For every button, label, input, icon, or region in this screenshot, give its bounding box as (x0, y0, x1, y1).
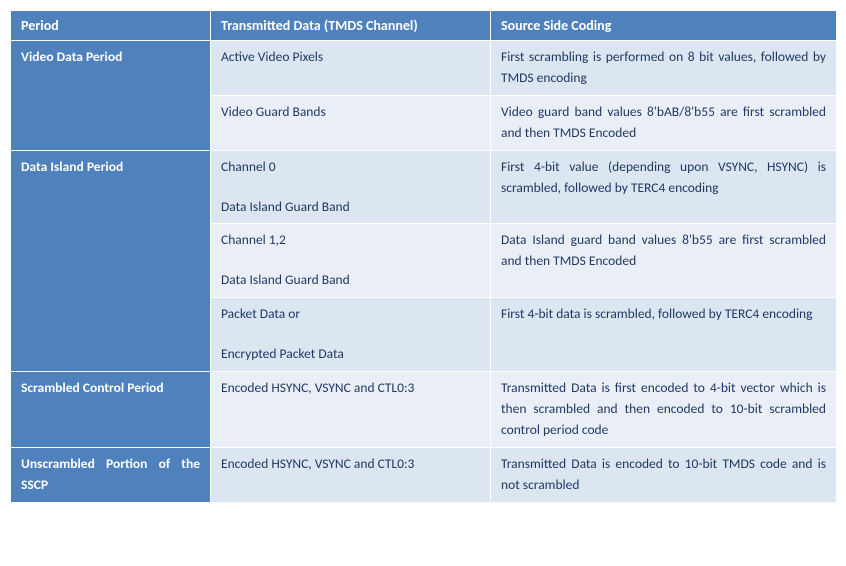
header-period: Period (11, 11, 211, 41)
cell-data: Channel 0 Data Island Guard Band (211, 150, 491, 224)
cell-data-line2: Data Island Guard Band (221, 197, 480, 218)
cell-coding: Video guard band values 8'bAB/8'b55 are … (491, 95, 837, 150)
header-row: Period Transmitted Data (TMDS Channel) S… (11, 11, 837, 41)
cell-coding: Transmitted Data is first encoded to 4-b… (491, 371, 837, 447)
table-row: Scrambled Control Period Encoded HSYNC, … (11, 371, 837, 447)
tmds-encoding-table: Period Transmitted Data (TMDS Channel) S… (10, 10, 837, 503)
cell-data-line2: Encrypted Packet Data (221, 344, 480, 365)
period-video: Video Data Period (11, 41, 211, 151)
header-data: Transmitted Data (TMDS Channel) (211, 11, 491, 41)
cell-data: Packet Data or Encrypted Packet Data (211, 298, 491, 372)
cell-data-line2: Data Island Guard Band (221, 270, 480, 291)
table-row: Video Data Period Active Video Pixels Fi… (11, 41, 837, 96)
table-row: Data Island Period Channel 0 Data Island… (11, 150, 837, 224)
cell-coding: Data Island guard band values 8'b55 are … (491, 224, 837, 298)
header-coding: Source Side Coding (491, 11, 837, 41)
cell-coding: First 4-bit value (depending upon VSYNC,… (491, 150, 837, 224)
cell-data: Channel 1,2 Data Island Guard Band (211, 224, 491, 298)
table-row: Unscrambled Portion of the SSCP Encoded … (11, 447, 837, 502)
cell-coding: First scrambling is performed on 8 bit v… (491, 41, 837, 96)
cell-data: Active Video Pixels (211, 41, 491, 96)
cell-data: Video Guard Bands (211, 95, 491, 150)
cell-coding: First 4-bit data is scrambled, followed … (491, 298, 837, 372)
cell-data-line1: Channel 0 (221, 158, 276, 175)
cell-data-line1: Channel 1,2 (221, 231, 286, 248)
period-sscp: Unscrambled Portion of the SSCP (11, 447, 211, 502)
period-island: Data Island Period (11, 150, 211, 371)
cell-data: Encoded HSYNC, VSYNC and CTL0:3 (211, 371, 491, 447)
cell-data-line1: Packet Data or (221, 305, 300, 322)
cell-data: Encoded HSYNC, VSYNC and CTL0:3 (211, 447, 491, 502)
period-scp: Scrambled Control Period (11, 371, 211, 447)
cell-coding: Transmitted Data is encoded to 10-bit TM… (491, 447, 837, 502)
